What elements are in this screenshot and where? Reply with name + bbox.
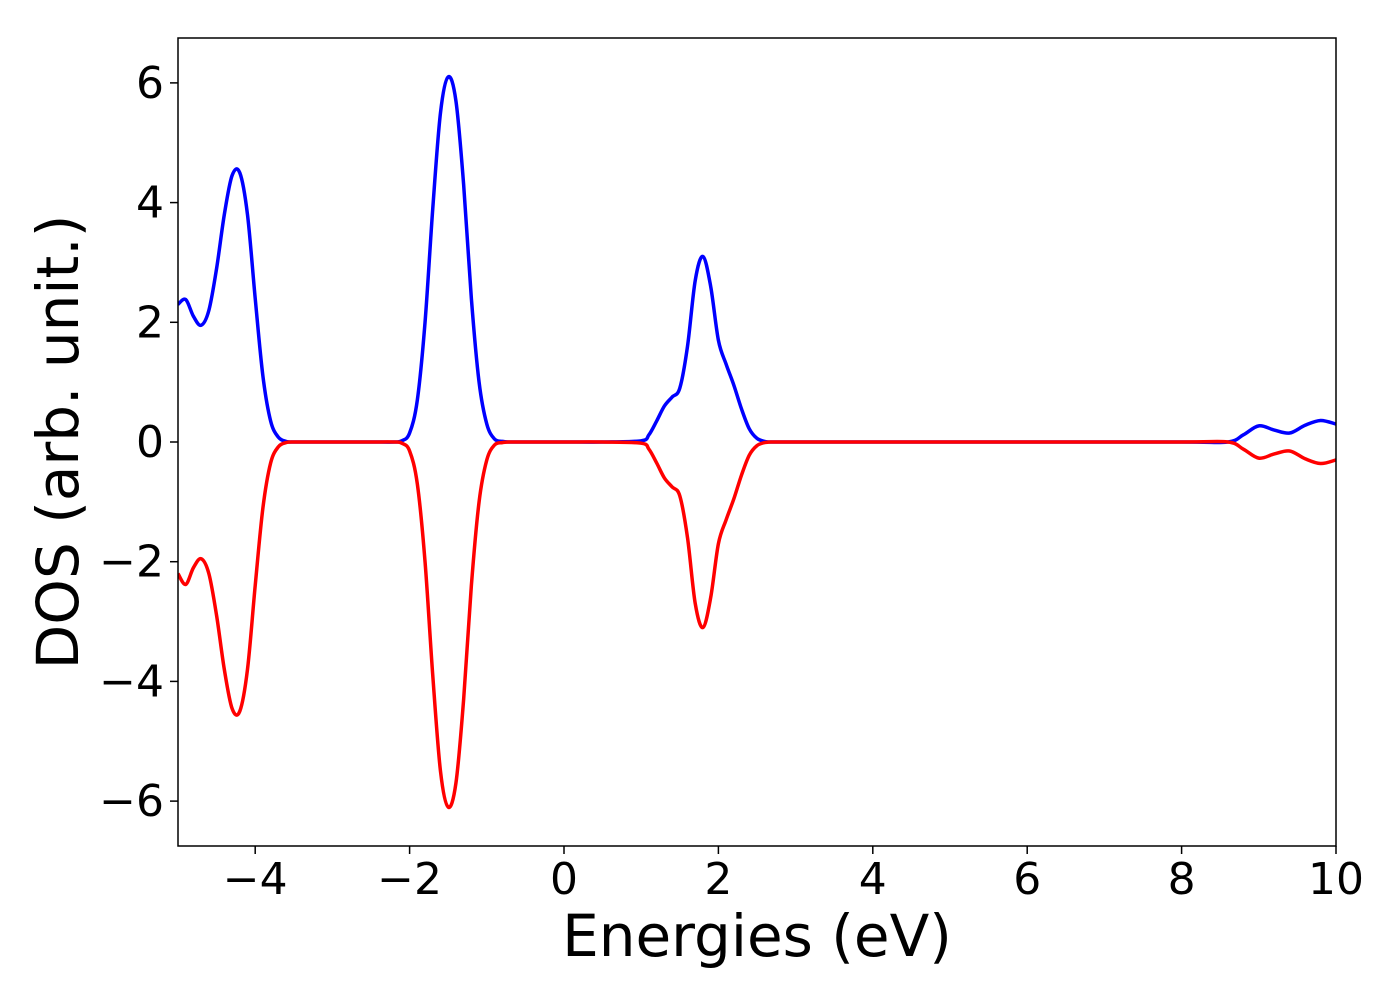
x-tick-label: 4	[859, 854, 887, 905]
y-tick-label: −6	[99, 776, 164, 827]
dos-series-line-1	[178, 74, 1336, 445]
y-axis-label: DOS (arb. unit.)	[24, 215, 92, 670]
x-tick-label: −2	[377, 854, 442, 905]
dos-series-line-2	[178, 439, 1336, 810]
x-tick-label: 8	[1168, 854, 1196, 905]
x-axis-label: Energies (eV)	[562, 902, 952, 970]
x-tick-label: 10	[1308, 854, 1364, 905]
x-axis-ticks: −4 −2 0 2 4 6 8 10	[223, 846, 1364, 905]
y-tick-label: 6	[136, 58, 164, 109]
x-tick-label: 0	[550, 854, 578, 905]
series-layer	[178, 74, 1336, 810]
y-axis-ticks: −6 −4 −2 0 2 4 6	[99, 58, 178, 827]
x-tick-label: 2	[704, 854, 732, 905]
y-tick-label: 0	[136, 417, 164, 468]
y-tick-label: 2	[136, 297, 164, 348]
y-tick-label: 4	[136, 178, 164, 229]
x-tick-label: −4	[223, 854, 288, 905]
y-tick-label: −2	[99, 537, 164, 588]
x-tick-label: 6	[1013, 854, 1041, 905]
y-tick-label: −4	[99, 656, 164, 707]
